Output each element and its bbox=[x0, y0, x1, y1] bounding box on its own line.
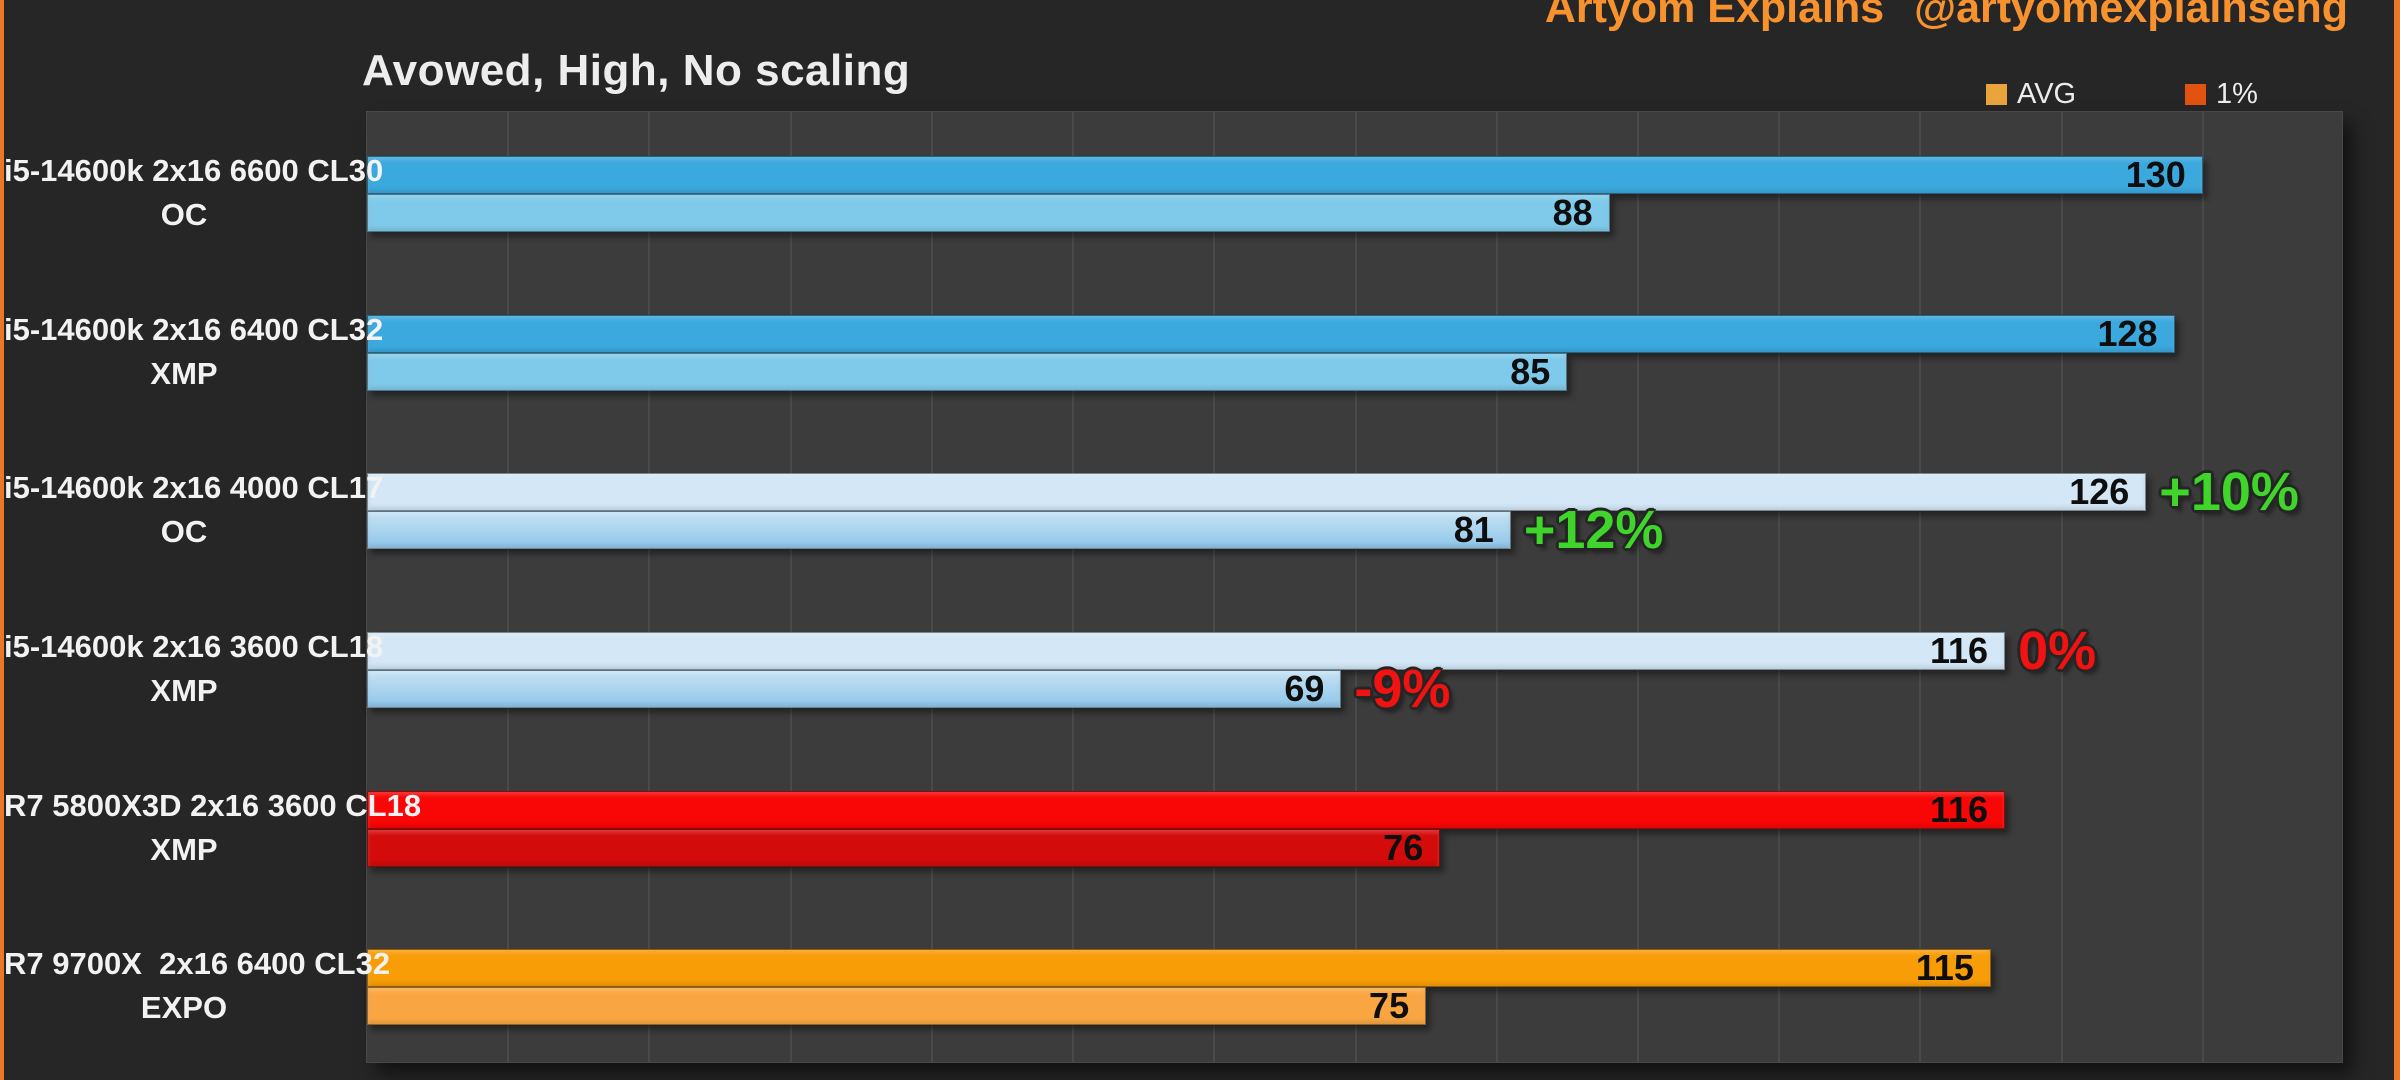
category-label: R7 5800X3D 2x16 3600 CL18 XMP bbox=[4, 784, 422, 872]
gridline bbox=[789, 112, 792, 1062]
category-label: i5-14600k 2x16 6600 CL30 OC bbox=[4, 149, 384, 237]
annotation: 0% bbox=[2018, 621, 2097, 681]
bar-1pct: 75 bbox=[367, 985, 1427, 1027]
category-label-line1: R7 9700X 2x16 6400 CL32 bbox=[4, 946, 391, 982]
gridline bbox=[648, 112, 651, 1062]
category-label: R7 9700X 2x16 6400 CL32 EXPO bbox=[4, 942, 391, 1030]
gridline bbox=[1354, 112, 1357, 1062]
bar-value: 85 bbox=[1510, 350, 1551, 392]
annotation: +12% bbox=[1523, 500, 1664, 561]
bar-value: 115 bbox=[1915, 947, 1974, 989]
category-label-line1: i5-14600k 2x16 3600 CL18 bbox=[4, 629, 384, 664]
annotation: +10% bbox=[2159, 462, 2299, 523]
gridline bbox=[1636, 112, 1639, 1062]
bar-value: 75 bbox=[1369, 985, 1410, 1027]
legend-avg: AVG bbox=[1986, 78, 2076, 111]
bar-1pct: 76 bbox=[367, 826, 1441, 868]
bar-avg: 115 bbox=[367, 947, 1991, 989]
legend-1pct: 1% bbox=[2185, 78, 2258, 111]
legend-avg-swatch-icon bbox=[1986, 84, 2007, 105]
watermark-handle: @artyomexplainseng bbox=[1914, 0, 2348, 32]
bar-value: 126 bbox=[2069, 471, 2130, 513]
gridline bbox=[930, 112, 933, 1062]
bar-value: 76 bbox=[1383, 826, 1424, 868]
plot-area: 130 88 128 85 126 +10% 81 +12% 116 0% 69 -9% 116 76 11… bbox=[366, 111, 2343, 1063]
annotation: -9% bbox=[1354, 659, 1451, 719]
bar-value: 69 bbox=[1284, 668, 1325, 709]
category-label: i5-14600k 2x16 3600 CL18 XMP bbox=[4, 625, 384, 713]
category-label: i5-14600k 2x16 6400 CL32 XMP bbox=[4, 308, 384, 396]
bar-value: 116 bbox=[1930, 788, 1989, 830]
category-label-line2: OC bbox=[160, 197, 208, 232]
bar-avg: 116 0% bbox=[367, 624, 2096, 678]
category-label-line2: EXPO bbox=[140, 990, 228, 1026]
category-label-line2: XMP bbox=[150, 355, 218, 391]
frame-border-left bbox=[0, 0, 4, 1080]
bar-value: 128 bbox=[2097, 312, 2158, 354]
category-label-line1: R7 5800X3D 2x16 3600 CL18 bbox=[4, 787, 422, 823]
category-label-line1: i5-14600k 2x16 6600 CL30 bbox=[4, 153, 384, 188]
watermark-author: Artyom Explains bbox=[1544, 0, 1885, 32]
bar-avg: 130 bbox=[367, 156, 2203, 194]
bar-1pct: 69 -9% bbox=[367, 662, 1450, 716]
gridline bbox=[1213, 112, 1216, 1062]
gridline bbox=[1495, 112, 1498, 1062]
bar-1pct: 85 bbox=[367, 350, 1568, 392]
bar-value: 130 bbox=[2125, 154, 2186, 195]
category-label: i5-14600k 2x16 4000 CL17 OC bbox=[4, 466, 384, 554]
bar-avg: 126 +10% bbox=[367, 465, 2299, 519]
gridline bbox=[1919, 112, 1922, 1062]
legend-avg-label: AVG bbox=[2017, 78, 2077, 110]
bar-value: 88 bbox=[1552, 192, 1593, 233]
bar-1pct: 88 bbox=[367, 194, 1610, 232]
category-label-line2: OC bbox=[160, 514, 208, 550]
bar-value: 116 bbox=[1930, 630, 1989, 671]
category-label-line2: XMP bbox=[150, 673, 218, 708]
bar-1pct: 81 +12% bbox=[367, 503, 1663, 557]
gridline bbox=[507, 112, 510, 1062]
bar-value: 81 bbox=[1453, 509, 1494, 551]
frame-border-right bbox=[2394, 0, 2400, 1080]
bar-avg: 116 bbox=[367, 788, 2006, 830]
gridline bbox=[1778, 112, 1781, 1062]
category-label-line1: i5-14600k 2x16 6400 CL32 bbox=[4, 311, 384, 347]
legend-1pct-swatch-icon bbox=[2185, 84, 2206, 105]
bar-avg: 128 bbox=[367, 312, 2175, 354]
gridline bbox=[2060, 112, 2063, 1062]
gridline bbox=[1072, 112, 1075, 1062]
gridline bbox=[2201, 112, 2204, 1062]
category-label-line2: XMP bbox=[150, 831, 218, 867]
watermark: Artyom Explains @artyomexplainseng bbox=[1545, 0, 2348, 33]
category-label-line1: i5-14600k 2x16 4000 CL17 bbox=[4, 470, 384, 506]
legend-1pct-label: 1% bbox=[2216, 78, 2258, 110]
chart-title: Avowed, High, No scaling bbox=[362, 46, 911, 95]
